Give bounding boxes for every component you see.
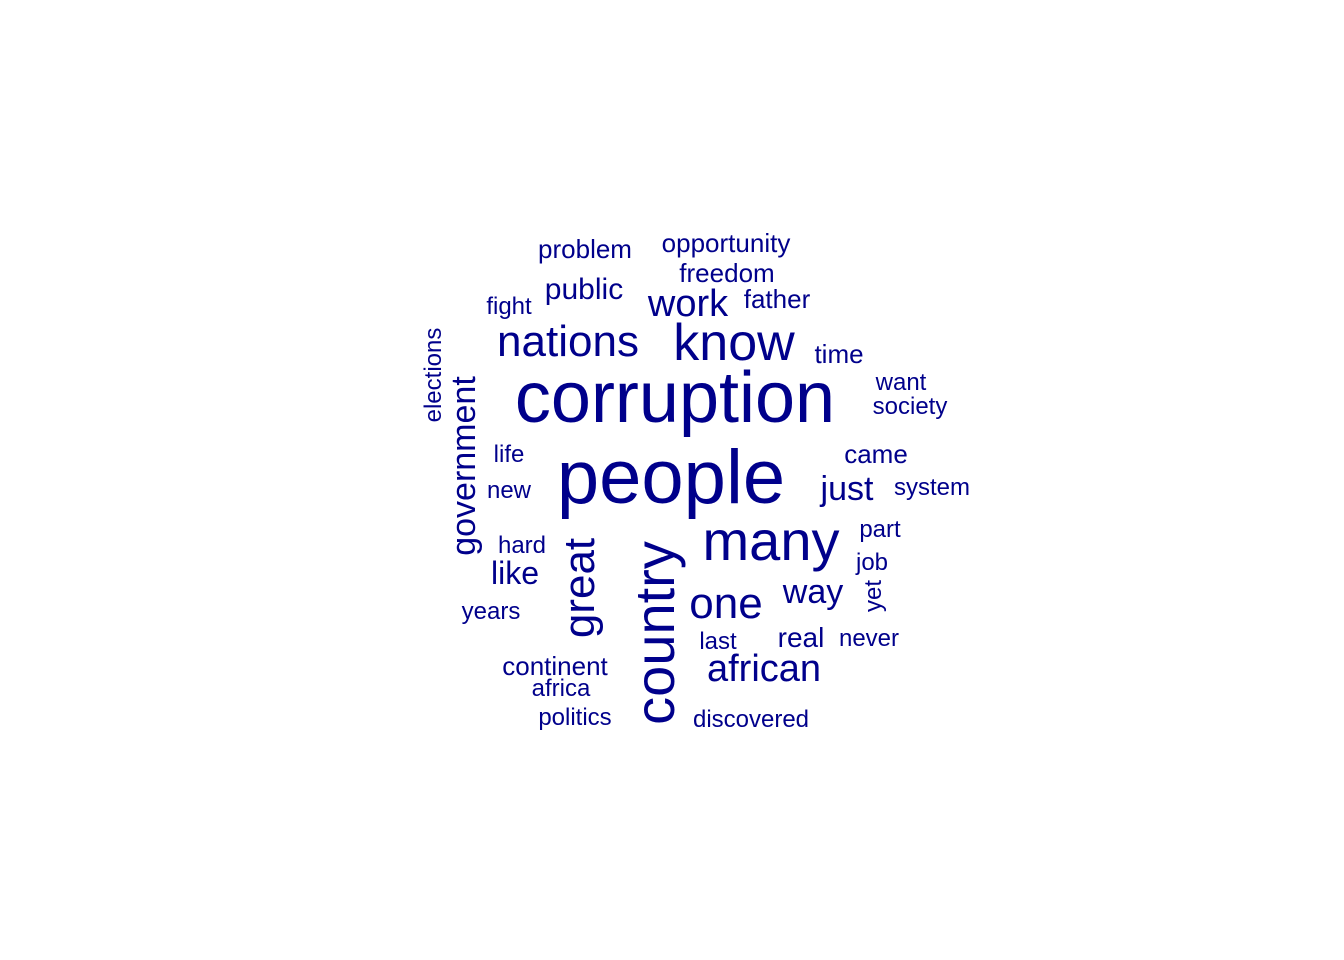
word-nations: nations <box>497 317 639 366</box>
word-politics: politics <box>538 704 612 731</box>
word-time: time <box>814 339 864 369</box>
word-want: want <box>875 369 927 396</box>
word-elections: elections <box>420 327 447 423</box>
word-country: country <box>623 541 686 725</box>
word-work: work <box>647 283 729 325</box>
word-government: government <box>445 376 483 556</box>
word-great: great <box>555 537 604 639</box>
word-like: like <box>490 555 540 591</box>
word-part: part <box>859 516 901 543</box>
word-job: job <box>855 549 889 576</box>
word-society: society <box>872 393 948 420</box>
word-opportunity: opportunity <box>661 228 791 258</box>
word-discovered: discovered <box>692 706 810 733</box>
word-came: came <box>844 439 908 469</box>
word-one: one <box>689 579 763 628</box>
word-father: father <box>743 284 811 314</box>
word-fight: fight <box>486 293 532 320</box>
word-hard: hard <box>497 532 547 559</box>
word-life: life <box>493 441 525 468</box>
word-many: many <box>702 509 840 572</box>
word-just: just <box>820 470 874 508</box>
word-last: last <box>699 628 737 655</box>
word-yet: yet <box>860 579 887 613</box>
word-new: new <box>486 477 532 504</box>
word-know: know <box>673 314 795 372</box>
word-problem: problem <box>538 234 632 264</box>
word-africa: africa <box>531 675 591 702</box>
word-corruption: corruption <box>514 358 836 438</box>
word-real: real <box>777 622 825 653</box>
word-never: never <box>838 625 900 652</box>
word-years: years <box>461 598 521 625</box>
word-african: african <box>706 648 822 690</box>
word-continent: continent <box>502 651 608 681</box>
word-way: way <box>782 573 844 611</box>
word-system: system <box>893 474 971 501</box>
word-public: public <box>544 273 624 306</box>
word-people: people <box>556 435 786 520</box>
word-freedom: freedom <box>679 258 775 288</box>
